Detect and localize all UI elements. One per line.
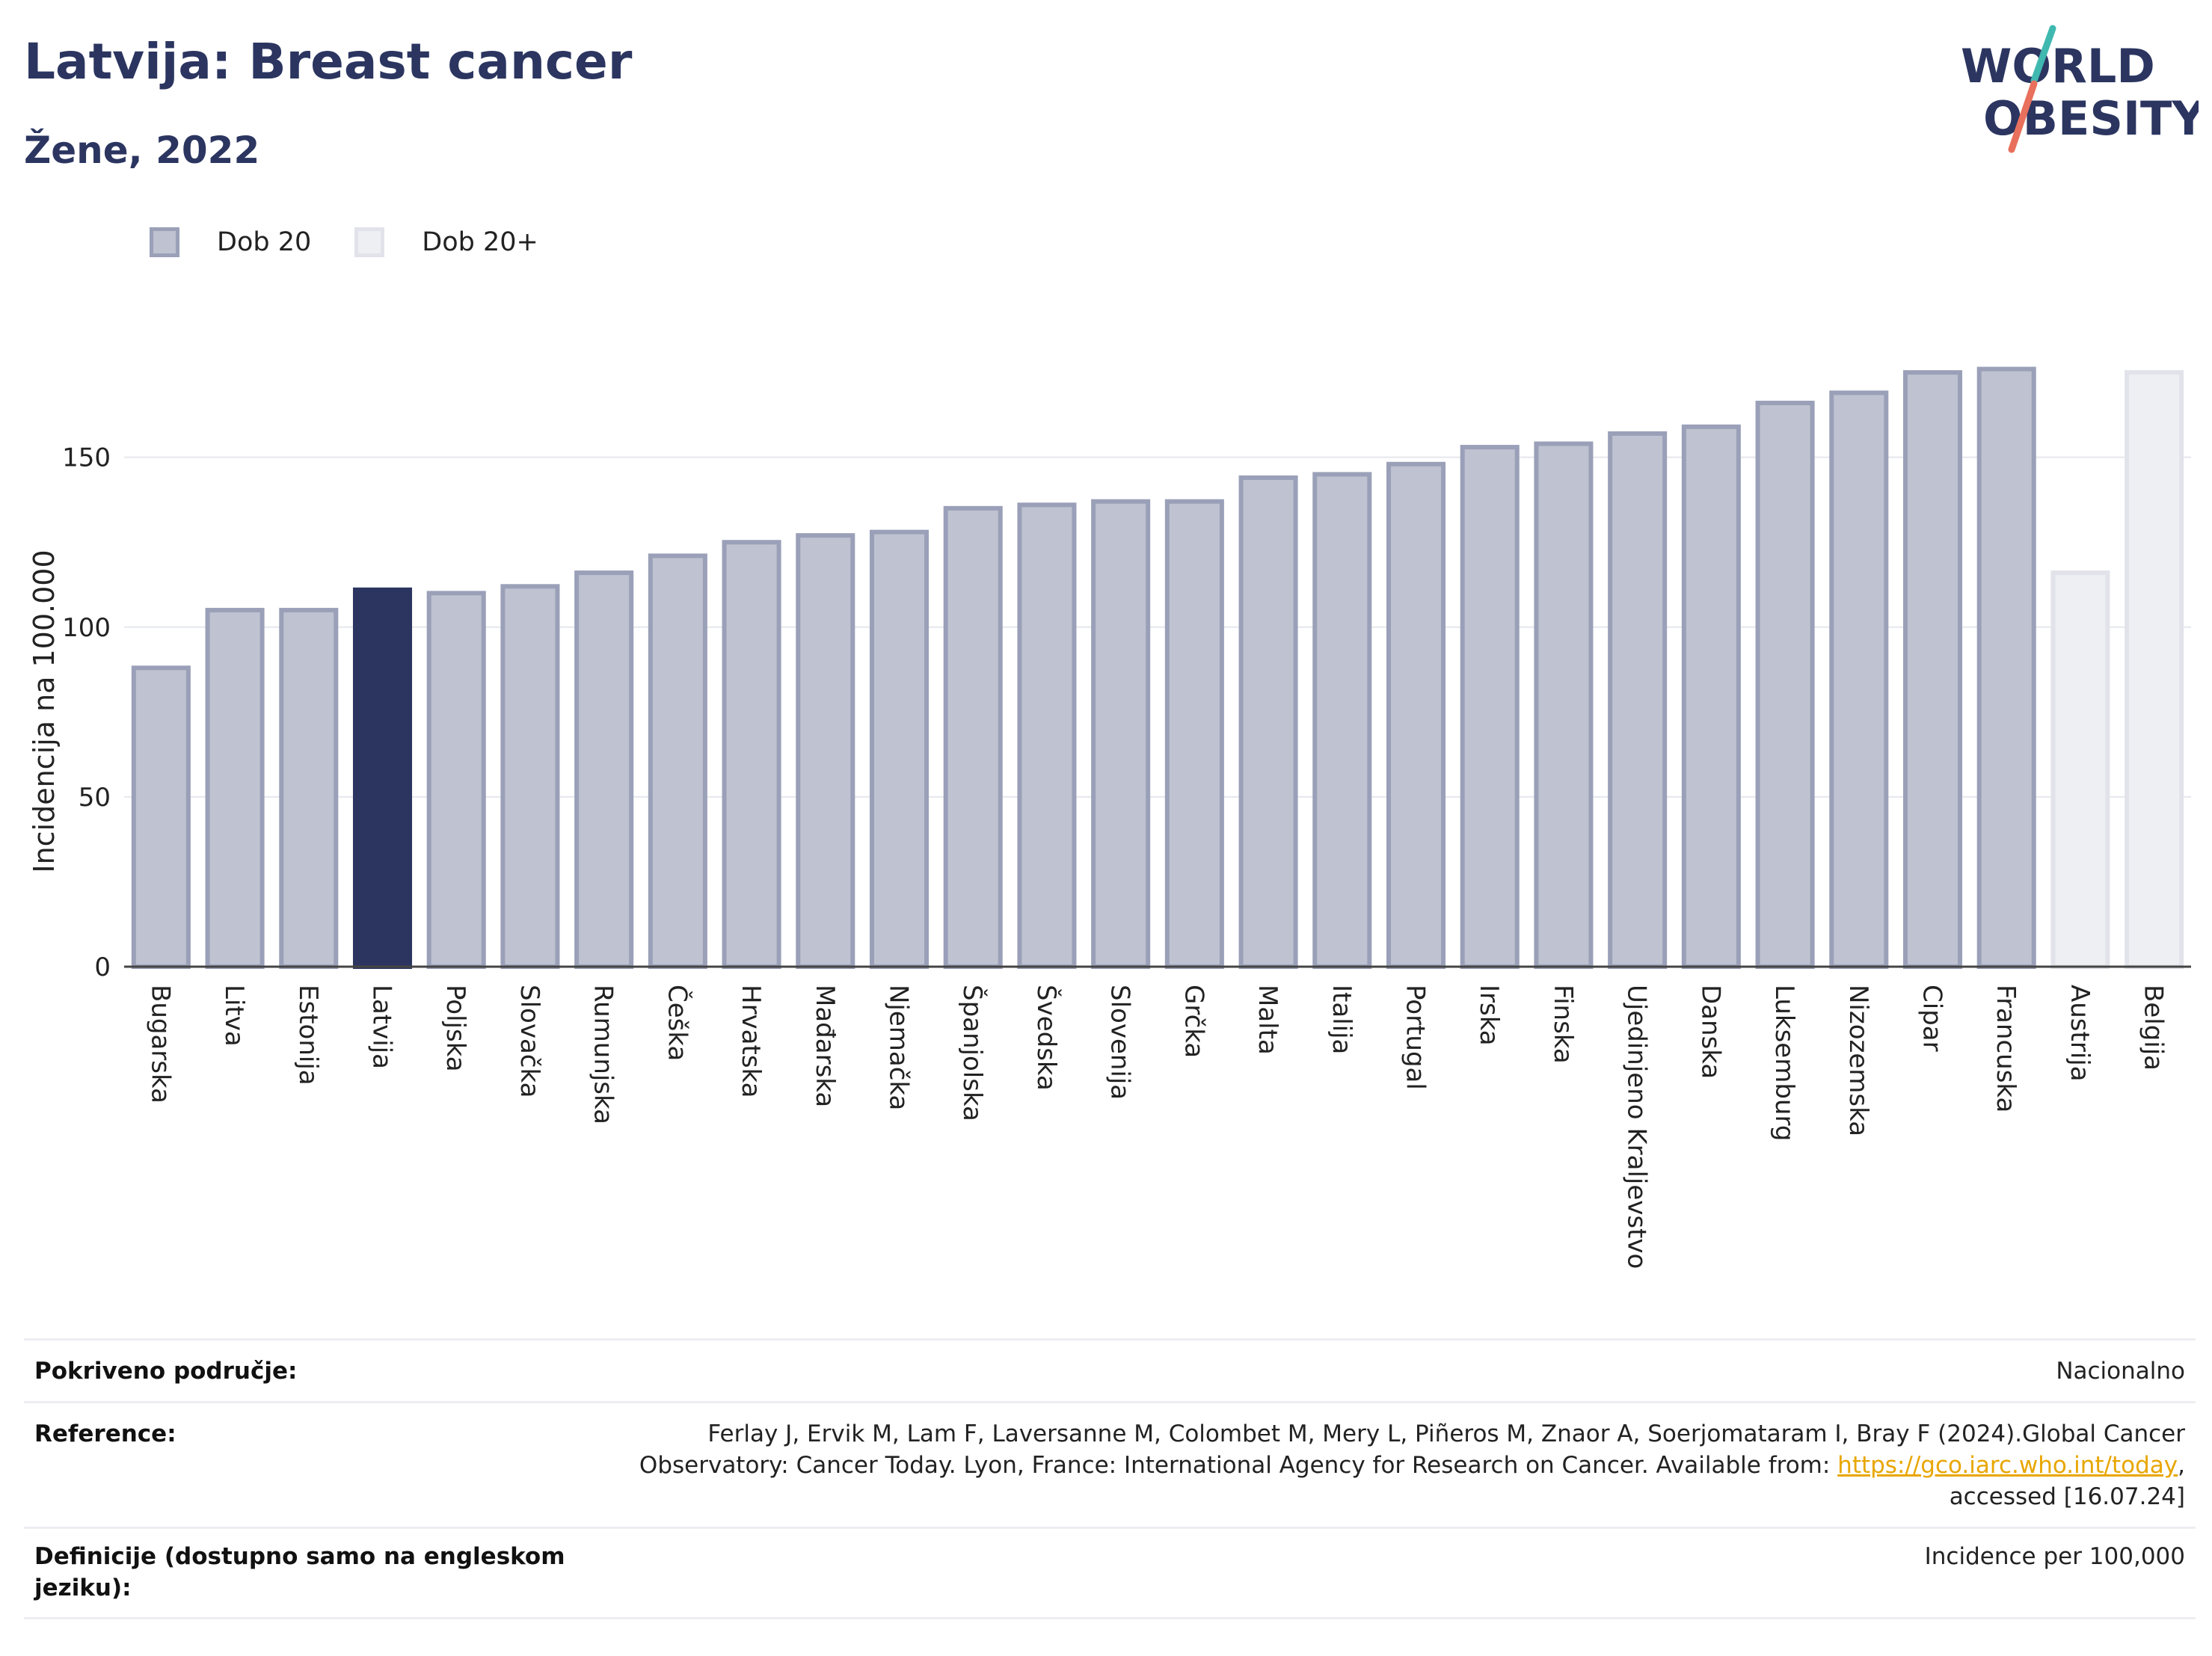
- definitions-label: Definicije (dostupno samo na engleskom j…: [34, 1543, 565, 1601]
- y-tick-label-150: 150: [62, 443, 111, 473]
- x-tick-label-malta: Malta: [1253, 985, 1282, 1055]
- bar-chart: 0 50 100 150 Incidencija na 100.000 Bugarska L…: [28, 366, 2191, 1269]
- x-tick-label-ujedinjeno-kraljevstvo: Ujedinjeno Kraljevstvo: [1622, 985, 1652, 1269]
- y-tick-label-0: 0: [94, 952, 111, 982]
- bar-luksemburg[interactable]: [1755, 401, 1815, 969]
- bar-slovenija[interactable]: [1091, 499, 1151, 969]
- reference-line2: Observatory: Cancer Today. Lyon, France:…: [639, 1450, 2185, 1481]
- bar-litva[interactable]: [205, 608, 265, 969]
- bar-francuska[interactable]: [1976, 366, 2036, 969]
- meta-row-coverage: Pokriveno područje: Nacionalno: [24, 1338, 2196, 1401]
- reference-line3: accessed [16.07.24]: [1949, 1483, 2185, 1510]
- y-tick-label-100: 100: [62, 613, 111, 643]
- reference-label: Reference:: [34, 1420, 176, 1447]
- reference-line1: Ferlay J, Ervik M, Lam F, Laversanne M, …: [707, 1420, 2185, 1447]
- legend: Dob 20 Dob 20+: [150, 223, 582, 262]
- bar-slovačka[interactable]: [500, 584, 560, 970]
- legend-item-dob-20-plus[interactable]: Dob 20+: [354, 227, 538, 257]
- reference-value: Ferlay J, Ervik M, Lam F, Laversanne M, …: [639, 1418, 2185, 1512]
- bar-mađarska[interactable]: [796, 533, 855, 969]
- x-tick-label-hrvatska: Hrvatska: [736, 985, 766, 1098]
- x-tick-label-francuska: Francuska: [1991, 985, 2021, 1112]
- legend-item-dob-20[interactable]: Dob 20: [150, 227, 311, 257]
- chart-subtitle: Žene, 2022: [24, 129, 260, 172]
- coverage-value: Nacionalno: [2056, 1358, 2185, 1385]
- bar-finska[interactable]: [1534, 441, 1594, 969]
- x-tick-label-estonija: Estonija: [293, 985, 323, 1086]
- reference-line2-text: Observatory: Cancer Today. Lyon, France:…: [639, 1452, 1838, 1479]
- bar-poljska[interactable]: [426, 591, 486, 969]
- x-tick-label-italija: Italija: [1327, 985, 1357, 1054]
- reference-line2-suffix: ,: [2178, 1452, 2185, 1479]
- y-tick-label-50: 50: [79, 783, 111, 813]
- meta-row-definitions: Definicije (dostupno samo na engleskom j…: [24, 1527, 2196, 1619]
- legend-swatch-dob-20: [150, 227, 179, 257]
- x-tick-label-slovenija: Slovenija: [1105, 985, 1135, 1100]
- bar-danska[interactable]: [1681, 424, 1741, 969]
- bar-nizozemska[interactable]: [1829, 390, 1889, 969]
- x-tick-label-latvija: Latvija: [367, 985, 397, 1069]
- coverage-label: Pokriveno područje:: [34, 1358, 298, 1385]
- bar-austrija[interactable]: [2050, 570, 2110, 969]
- bar-rumunjska[interactable]: [574, 570, 634, 969]
- x-tick-label-njemačka: Njemačka: [884, 985, 914, 1110]
- bar-estonija[interactable]: [279, 608, 339, 969]
- x-tick-label-danska: Danska: [1695, 985, 1725, 1079]
- x-tick-label-slovačka: Slovačka: [514, 985, 544, 1098]
- bar-malta[interactable]: [1238, 475, 1298, 969]
- reference-link[interactable]: https://gco.iarc.who.int/today: [1837, 1452, 2178, 1479]
- bar-latvija[interactable]: [352, 587, 413, 969]
- chart-title: Latvija: Breast cancer: [24, 33, 633, 90]
- bar-švedska[interactable]: [1017, 502, 1077, 969]
- x-tick-label-češka: Češka: [662, 985, 692, 1061]
- bar-irska[interactable]: [1460, 445, 1520, 969]
- x-tick-label-nizozemska: Nizozemska: [1843, 985, 1873, 1136]
- bar-njemačka[interactable]: [869, 529, 930, 969]
- legend-label-dob-20: Dob 20: [217, 227, 312, 257]
- logo-line1: WORLD: [1961, 39, 2155, 93]
- bar-španjolska[interactable]: [943, 505, 1003, 969]
- x-tick-label-mađarska: Mađarska: [810, 985, 840, 1107]
- bar-češka[interactable]: [648, 553, 707, 969]
- bar-portugal[interactable]: [1386, 461, 1446, 969]
- legend-swatch-dob-20-plus: [354, 227, 385, 257]
- bar-bugarska[interactable]: [131, 665, 191, 969]
- bar-hrvatska[interactable]: [722, 540, 781, 969]
- x-tick-label-bugarska: Bugarska: [145, 985, 175, 1104]
- x-tick-label-rumunjska: Rumunjska: [589, 985, 618, 1124]
- bar-ujedinjeno-kraljevstvo[interactable]: [1608, 431, 1668, 969]
- metadata-table: Pokriveno područje: Nacionalno Reference…: [24, 1338, 2196, 1619]
- x-tick-label-švedska: Švedska: [1031, 985, 1062, 1091]
- legend-label-dob-20-plus: Dob 20+: [422, 227, 538, 257]
- x-tick-label-austrija: Austrija: [2065, 985, 2095, 1082]
- x-tick-label-španjolska: Španjolska: [957, 985, 988, 1121]
- bar-italija[interactable]: [1312, 472, 1372, 969]
- x-tick-label-poljska: Poljska: [440, 985, 470, 1072]
- bar-belgija[interactable]: [2125, 370, 2184, 969]
- x-tick-label-portugal: Portugal: [1401, 985, 1431, 1090]
- x-tick-label-irska: Irska: [1474, 985, 1504, 1046]
- logo-slash-coral: [2008, 80, 2038, 153]
- bar-grčka[interactable]: [1164, 499, 1224, 969]
- x-tick-label-belgija: Belgija: [2139, 985, 2169, 1071]
- y-axis-title: Incidencija na 100.000: [28, 550, 61, 872]
- x-tick-label-grčka: Grčka: [1179, 985, 1208, 1058]
- meta-row-reference: Reference: Ferlay J, Ervik M, Lam F, Lav…: [24, 1401, 2196, 1527]
- logo-slash-teal: [2030, 25, 2056, 84]
- x-tick-label-luksemburg: Luksemburg: [1769, 985, 1799, 1141]
- x-tick-label-cipar: Cipar: [1917, 985, 1947, 1052]
- x-tick-label-finska: Finska: [1548, 985, 1578, 1064]
- bar-cipar[interactable]: [1902, 370, 1963, 969]
- x-tick-label-litva: Litva: [219, 985, 249, 1047]
- world-obesity-logo: WORLD OBESITY: [1961, 25, 2199, 153]
- definitions-value: Incidence per 100,000: [1924, 1543, 2185, 1570]
